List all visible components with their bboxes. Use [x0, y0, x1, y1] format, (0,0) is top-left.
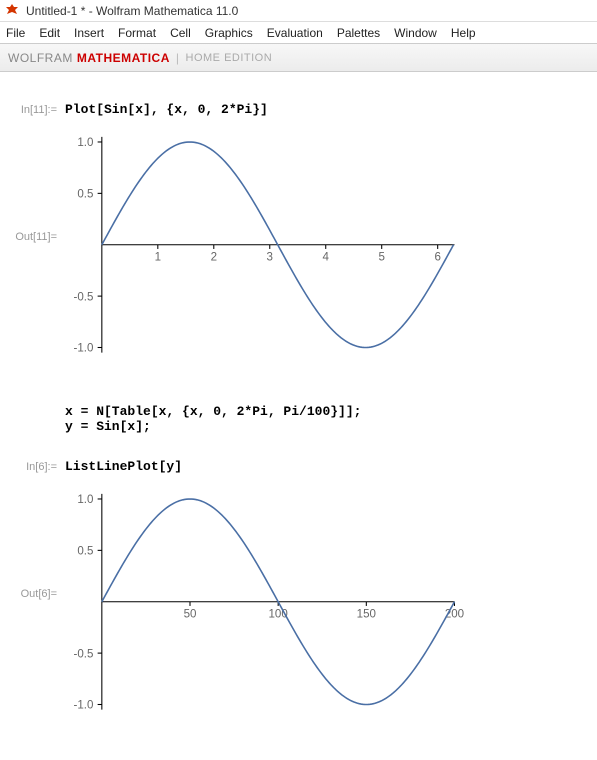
- plot-sin-chart: 1 2 3 4 5 6 -1.0 -0.5 0.5 1.0: [65, 125, 465, 375]
- out11-label: Out[11]=: [10, 121, 65, 243]
- svg-text:-0.5: -0.5: [73, 291, 93, 303]
- menu-help[interactable]: Help: [451, 26, 476, 40]
- brand-mathematica: MATHEMATICA: [77, 51, 170, 65]
- window-title: Untitled-1 * - Wolfram Mathematica 11.0: [26, 4, 238, 18]
- svg-text:0.5: 0.5: [77, 546, 93, 558]
- svg-text:-1.0: -1.0: [73, 343, 93, 355]
- output-cell-6: Out[6]= 50100150200-1.0-0.50.51.0: [10, 478, 587, 746]
- menu-insert[interactable]: Insert: [74, 26, 104, 40]
- svg-text:-1.0: -1.0: [73, 700, 93, 712]
- menu-palettes[interactable]: Palettes: [337, 26, 380, 40]
- svg-text:2: 2: [211, 252, 217, 264]
- svg-text:1.0: 1.0: [77, 137, 93, 149]
- mid-code-line1[interactable]: x = N[Table[x, {x, 0, 2*Pi, Pi/100}]];: [65, 404, 587, 419]
- out6-label: Out[6]=: [10, 478, 65, 600]
- app-icon: [4, 3, 20, 19]
- brand-wolfram: WOLFRAM: [8, 51, 73, 65]
- menubar: File Edit Insert Format Cell Graphics Ev…: [0, 22, 597, 44]
- svg-text:3: 3: [267, 252, 273, 264]
- menu-edit[interactable]: Edit: [39, 26, 60, 40]
- input-cell-6[interactable]: In[6]:= ListLinePlot[y]: [10, 459, 587, 474]
- in6-code[interactable]: ListLinePlot[y]: [65, 459, 587, 474]
- mid-code-line2[interactable]: y = Sin[x];: [65, 419, 587, 434]
- menu-cell[interactable]: Cell: [170, 26, 191, 40]
- listlineplot-chart: 50100150200-1.0-0.50.51.0: [65, 482, 465, 732]
- in6-label: In[6]:=: [10, 459, 65, 473]
- menu-format[interactable]: Format: [118, 26, 156, 40]
- menu-graphics[interactable]: Graphics: [205, 26, 253, 40]
- brandbar: WOLFRAM MATHEMATICA | HOME EDITION: [0, 44, 597, 72]
- mid-code-block[interactable]: x = N[Table[x, {x, 0, 2*Pi, Pi/100}]]; y…: [65, 404, 587, 434]
- menu-file[interactable]: File: [6, 26, 25, 40]
- titlebar: Untitled-1 * - Wolfram Mathematica 11.0: [0, 0, 597, 22]
- notebook-area[interactable]: In[11]:= Plot[Sin[x], {x, 0, 2*Pi}] Out[…: [0, 72, 597, 760]
- brand-separator: |: [176, 51, 180, 65]
- in11-code[interactable]: Plot[Sin[x], {x, 0, 2*Pi}]: [65, 102, 587, 117]
- svg-text:0.5: 0.5: [77, 189, 93, 201]
- output-cell-11: Out[11]= 1 2 3 4 5 6 -1.0 -0.5 0.5 1.0: [10, 121, 587, 389]
- svg-text:6: 6: [434, 252, 440, 264]
- svg-text:4: 4: [323, 252, 330, 264]
- menu-evaluation[interactable]: Evaluation: [267, 26, 323, 40]
- svg-text:5: 5: [378, 252, 384, 264]
- input-cell-11[interactable]: In[11]:= Plot[Sin[x], {x, 0, 2*Pi}]: [10, 102, 587, 117]
- menu-window[interactable]: Window: [394, 26, 437, 40]
- brand-edition: HOME EDITION: [186, 52, 273, 64]
- svg-text:50: 50: [184, 609, 197, 621]
- in11-label: In[11]:=: [10, 102, 65, 116]
- svg-text:150: 150: [357, 609, 376, 621]
- svg-text:-0.5: -0.5: [73, 648, 93, 660]
- svg-text:1.0: 1.0: [77, 494, 93, 506]
- svg-text:1: 1: [155, 252, 161, 264]
